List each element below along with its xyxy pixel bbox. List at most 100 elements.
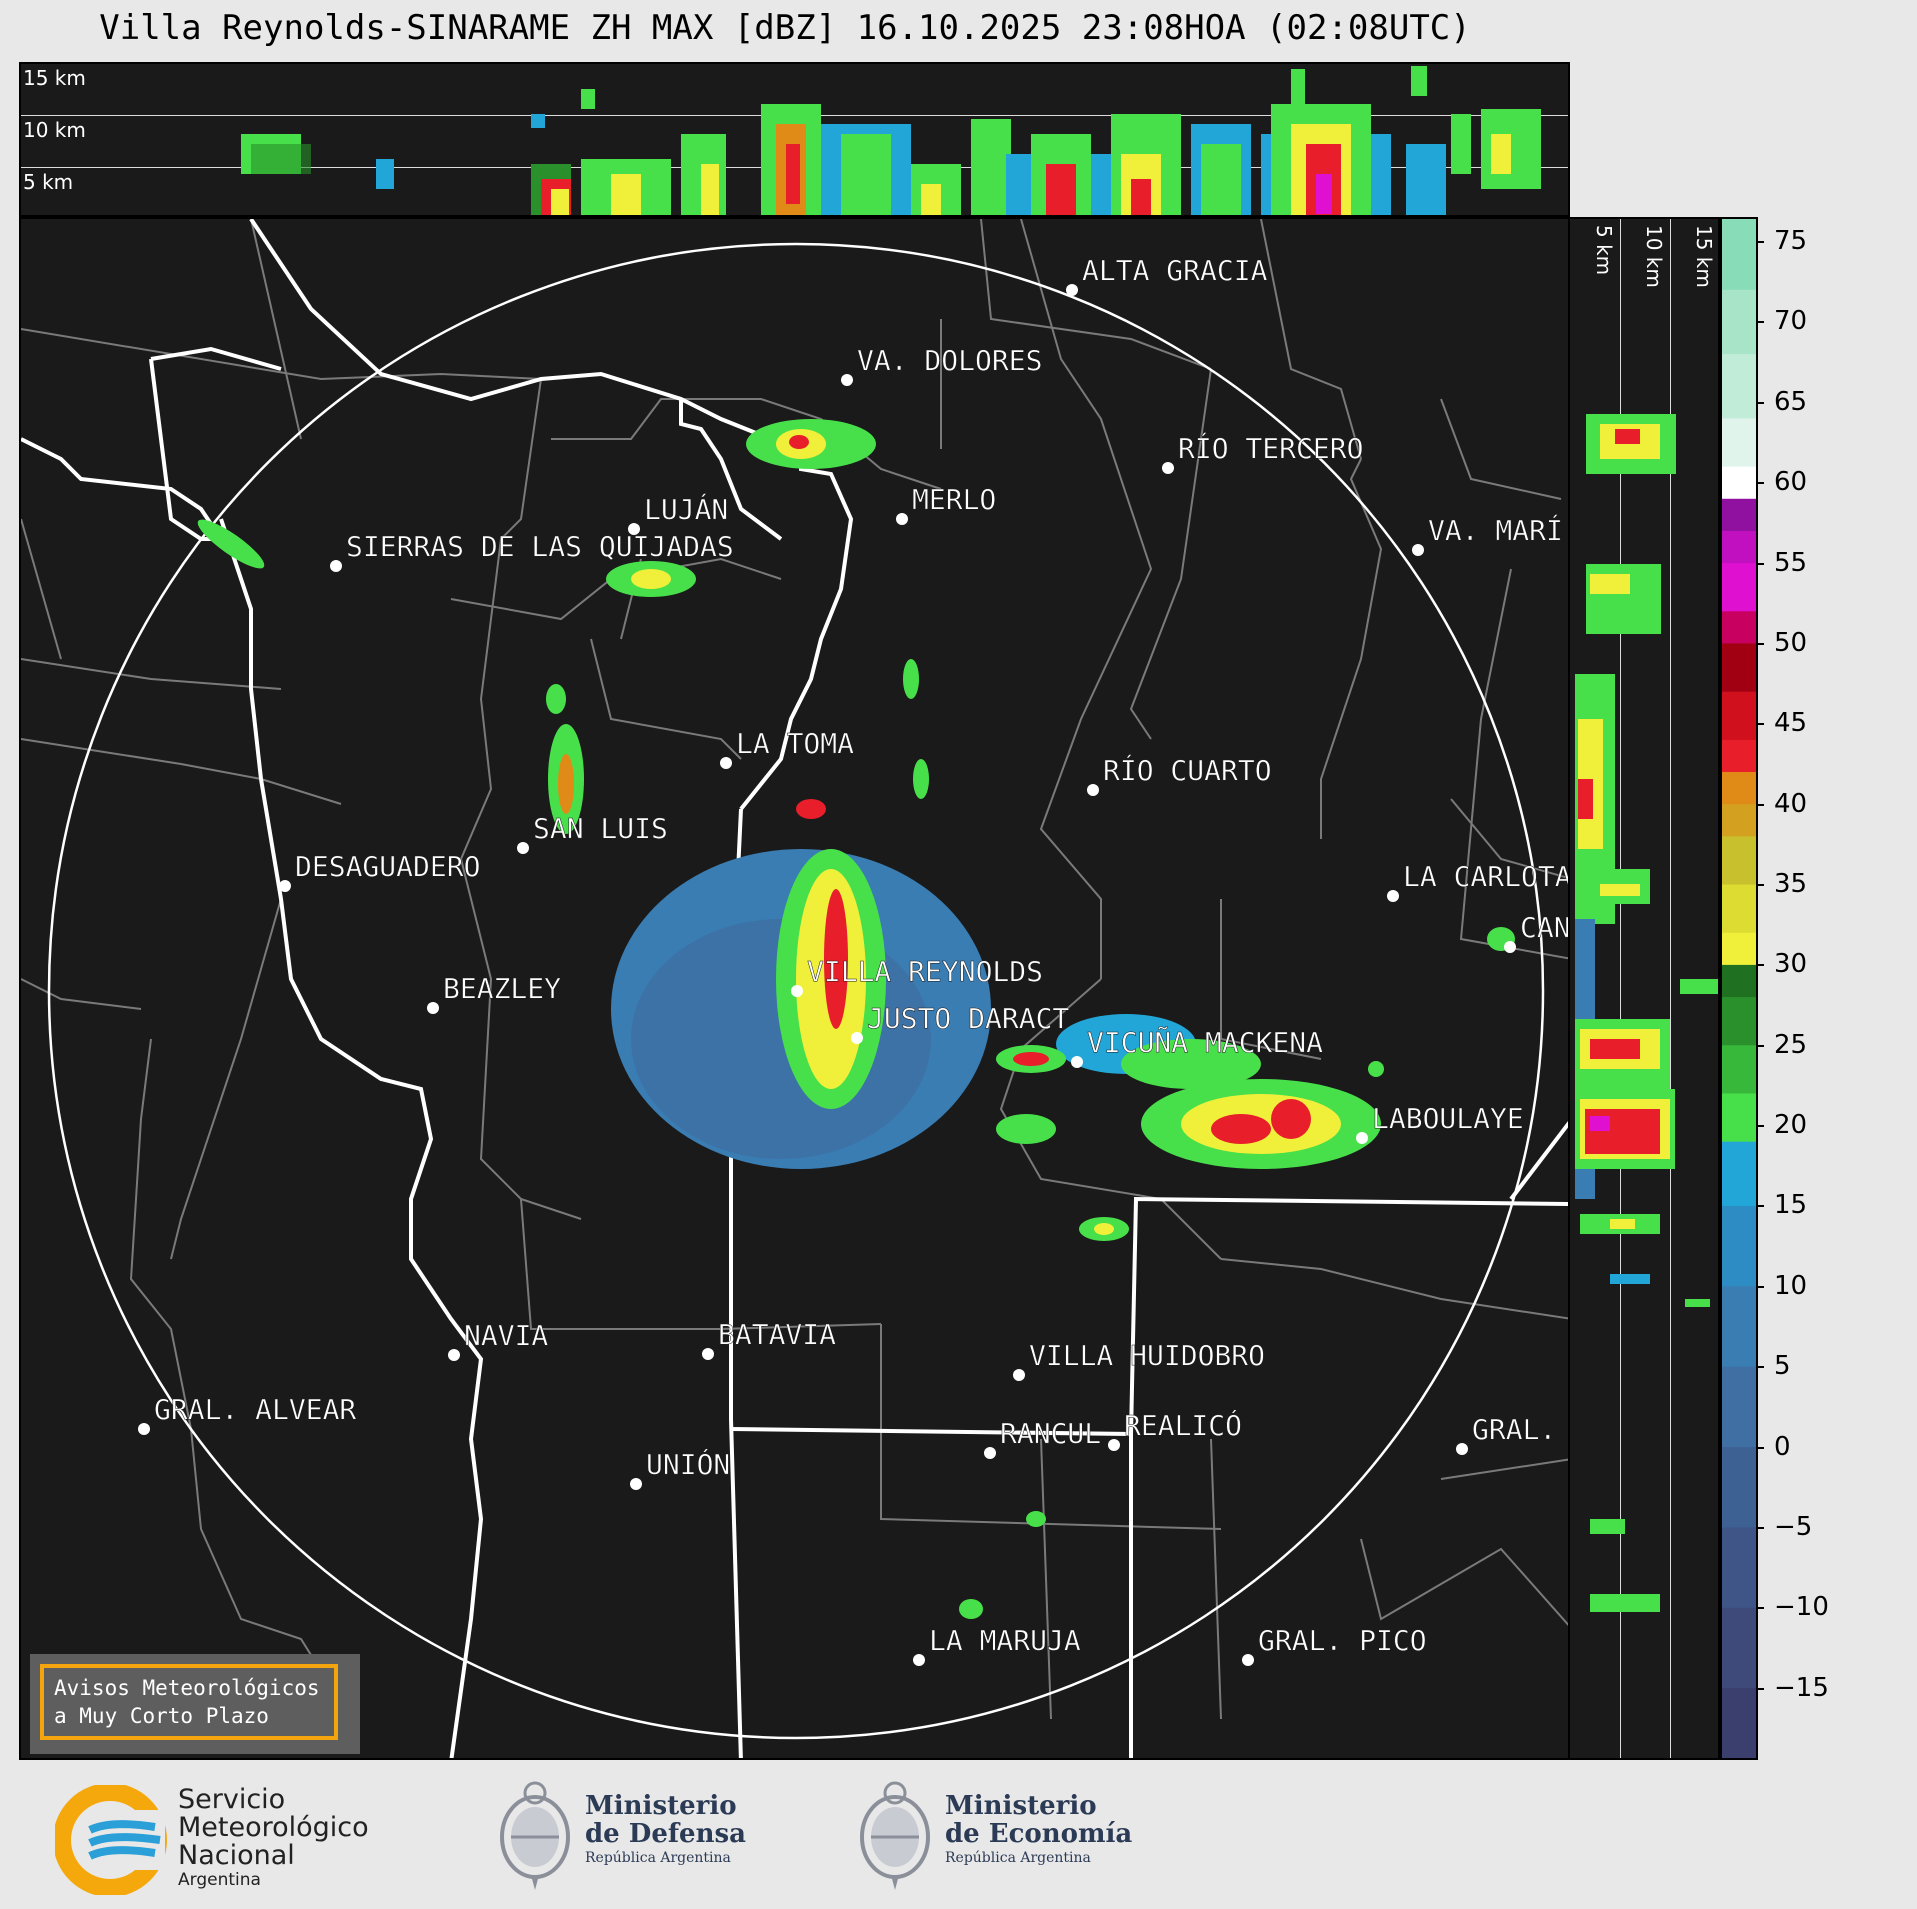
department-boundaries: [21, 219, 1568, 1720]
city-label: RANCUL: [1000, 1417, 1101, 1450]
city-dot: [138, 1423, 150, 1435]
city-marker: LUJÁN: [628, 492, 729, 535]
city-marker: REALICÓ: [1108, 1408, 1242, 1451]
city-dot: [1504, 941, 1516, 953]
colorbar-tick-label: 50: [1755, 628, 1807, 658]
colorbar-band: [1722, 466, 1756, 499]
colorbar-band: [1722, 1092, 1756, 1142]
colorbar-tick-label: 5: [1756, 1351, 1791, 1381]
colorbar-band: [1722, 353, 1756, 419]
colorbar-tick-label: 15: [1755, 1190, 1807, 1220]
city-label: JUSTO DARACT: [867, 1002, 1069, 1035]
colorbar-band: [1722, 835, 1756, 885]
city-dot: [791, 985, 803, 997]
top-echo-layer: [241, 66, 1541, 215]
city-marker: LA TOMA: [720, 727, 854, 769]
city-label: SIERRAS DE LAS QUIJADAS: [346, 530, 734, 563]
city-marker: SIERRAS DE LAS QUIJADAS: [330, 530, 734, 572]
aviso-panel: Avisos Meteorológicos a Muy Corto Plazo: [30, 1654, 360, 1754]
colorbar-band: [1722, 642, 1756, 692]
colorbar-band: [1722, 739, 1756, 773]
city-dot: [330, 560, 342, 572]
city-label: MERLO: [912, 483, 996, 516]
smn-name: Servicio Meteorológico Nacional Argentin…: [178, 1786, 369, 1891]
smn-line2: Meteorológico: [178, 1812, 369, 1843]
city-label: VILLA REYNOLDS: [807, 955, 1043, 988]
city-label: VA. DOLORES: [857, 344, 1042, 377]
economia-line3: República Argentina: [945, 1850, 1091, 1866]
colorbar-band: [1722, 1446, 1756, 1528]
city-marker: RANCUL: [984, 1417, 1101, 1459]
economia-name: Ministerio de Economía República Argenti…: [945, 1792, 1132, 1868]
city-label: LA CARLOTA: [1403, 860, 1570, 893]
city-dot: [427, 1002, 439, 1014]
city-marker: DESAGUADERO: [279, 850, 481, 892]
city-marker: SAN LUIS: [517, 812, 668, 854]
colorbar-tick-label: −10: [1756, 1592, 1829, 1622]
smn-logo-icon: [55, 1785, 167, 1895]
city-marker: VILLA HUIDOBRO: [1013, 1339, 1265, 1381]
city-label: ALTA GRACIA: [1082, 254, 1268, 287]
colorbar-ticks: 75 70 65 60 55 50 45 40 35 30 25 20 15 10 5 0 −5 −10 −15: [1755, 217, 1878, 1760]
colorbar-band: [1722, 1607, 1756, 1689]
colorbar-band: [1722, 219, 1756, 290]
defensa-seal-icon: [500, 1781, 570, 1890]
economia-line2: de Economía: [945, 1819, 1133, 1849]
colorbar: [1720, 217, 1758, 1760]
city-marker: UNIÓN: [630, 1447, 731, 1490]
colorbar-tick-label: −15: [1756, 1673, 1829, 1703]
city-label: NAVIA: [464, 1319, 548, 1352]
city-dot: [1066, 284, 1078, 296]
colorbar-band: [1722, 964, 1756, 998]
city-dot: [913, 1654, 925, 1666]
city-dot: [630, 1478, 642, 1490]
city-dot: [851, 1032, 863, 1044]
city-marker: BEAZLEY: [427, 972, 561, 1014]
city-label: VILLA HUIDOBRO: [1029, 1339, 1265, 1372]
radar-echoes: [197, 419, 1515, 1619]
city-labels: ALTA GRACIA VA. DOLORES RÍO TERCERO MERLO LU…: [138, 254, 1570, 1666]
city-label: SAN LUIS: [533, 812, 668, 845]
colorbar-band: [1722, 498, 1756, 531]
height-label-10km: 10 km: [23, 118, 86, 142]
footer: Servicio Meteorológico Nacional Argentin…: [0, 1760, 1917, 1909]
colorbar-band: [1722, 691, 1756, 740]
city-dot: [448, 1349, 460, 1361]
city-label: GRAL. PICO: [1258, 1624, 1427, 1657]
side-echoes: [1575, 414, 1718, 1612]
colorbar-band: [1722, 417, 1756, 467]
colorbar-band: [1722, 1687, 1756, 1758]
colorbar-tick-label: 70: [1755, 306, 1807, 336]
city-marker: GRAL.: [1456, 1413, 1557, 1455]
smn-line4: Argentina: [178, 1870, 261, 1890]
city-dot: [702, 1348, 714, 1360]
colorbar-tick-label: 30: [1755, 949, 1807, 979]
side-label-15km: 15 km: [1692, 225, 1716, 288]
colorbar-band: [1722, 562, 1756, 612]
city-marker: CAN: [1504, 911, 1568, 953]
colorbar-tick-label: 45: [1755, 708, 1807, 738]
aviso-line2: a Muy Corto Plazo: [54, 1704, 269, 1728]
side-label-5km: 5 km: [1592, 225, 1616, 276]
economia-line1: Ministerio: [945, 1791, 1097, 1821]
city-dot: [1108, 1439, 1120, 1451]
city-marker: GRAL. PICO: [1242, 1624, 1427, 1666]
city-marker: MERLO: [896, 483, 997, 525]
colorbar-band: [1722, 610, 1756, 644]
city-dot: [1387, 890, 1399, 902]
side-echo-layer: [1575, 414, 1718, 1612]
city-dot: [896, 513, 908, 525]
city-label: GRAL.: [1472, 1413, 1556, 1446]
side-label-10km: 10 km: [1642, 225, 1666, 288]
aviso-box[interactable]: Avisos Meteorológicos a Muy Corto Plazo: [40, 1664, 338, 1740]
city-marker: JUSTO DARACT: [851, 1002, 1070, 1044]
city-dot: [517, 842, 529, 854]
colorbar-tick-label: 60: [1755, 467, 1807, 497]
city-dot: [984, 1447, 996, 1459]
city-dot: [1087, 784, 1099, 796]
colorbar-band: [1722, 803, 1756, 837]
colorbar-tick-label: 25: [1755, 1030, 1807, 1060]
smn-line3: Nacional: [178, 1840, 295, 1871]
city-dot: [628, 523, 640, 535]
height-cross-section-side: 5 km 10 km 15 km: [1570, 217, 1720, 1760]
